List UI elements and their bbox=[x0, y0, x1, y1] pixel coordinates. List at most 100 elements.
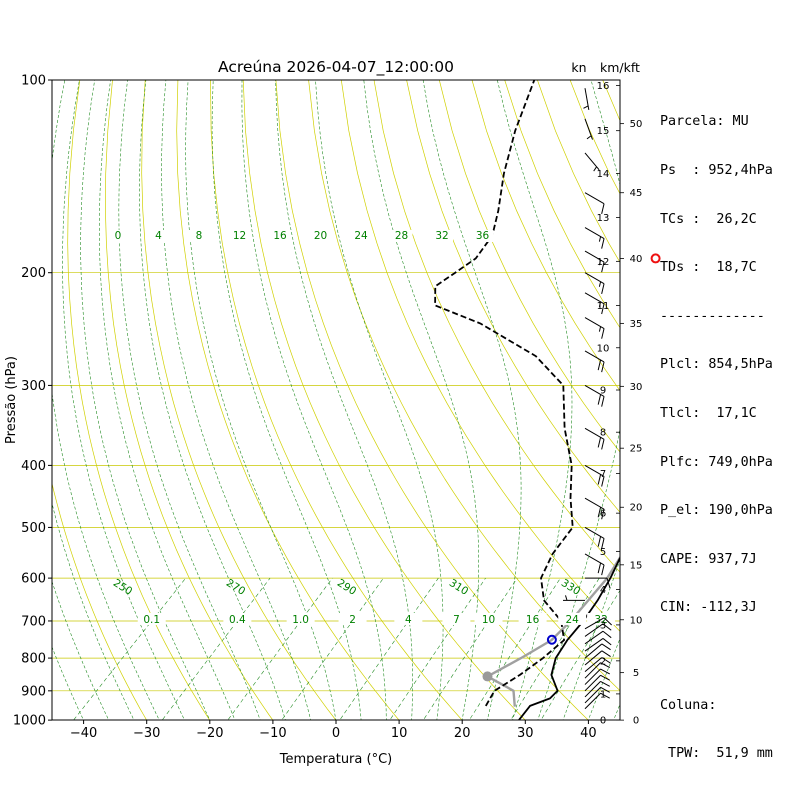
x-tick-label: 40 bbox=[580, 726, 597, 741]
wind-barb bbox=[584, 692, 610, 710]
theta-label: 28 bbox=[395, 230, 408, 242]
theta-label: 8 bbox=[196, 230, 203, 242]
y-tick-label: 800 bbox=[21, 652, 46, 667]
wind-barb-staff bbox=[584, 617, 605, 630]
wind-barb-flag bbox=[600, 680, 610, 687]
moist-adiabat-line bbox=[537, 80, 620, 720]
temperature-trace bbox=[518, 555, 620, 720]
wind-barb bbox=[584, 643, 611, 659]
moist-adiabat-line bbox=[139, 80, 286, 720]
dry-adiabat-line bbox=[438, 80, 620, 453]
wind-barb-flag bbox=[597, 474, 602, 485]
wind-barb-flag bbox=[606, 577, 611, 589]
km-tick-label: 8 bbox=[600, 428, 606, 439]
moist-adiabat-line bbox=[80, 80, 210, 720]
wind-barb-half bbox=[598, 281, 602, 287]
wind-barb-half bbox=[598, 259, 602, 266]
wind-barb-flag bbox=[601, 303, 605, 315]
kft-tick-label: 0 bbox=[633, 716, 639, 727]
wind-barb-flag bbox=[597, 536, 602, 547]
theta-label: 24 bbox=[354, 230, 368, 242]
wind-barb-flag bbox=[601, 538, 605, 549]
moist-adiabat-line bbox=[52, 646, 84, 720]
wind-barb-flag bbox=[601, 261, 605, 273]
info-blank bbox=[660, 649, 773, 665]
mixing-ratio-label: 10 bbox=[482, 614, 495, 626]
theta-label: 32 bbox=[435, 230, 448, 242]
dry-adiabat-label: 330 bbox=[559, 577, 582, 598]
wind-barb-staff bbox=[584, 152, 600, 171]
moist-adiabat-line bbox=[52, 80, 160, 720]
dry-adiabat-label: 310 bbox=[447, 577, 470, 598]
theta-label-bg bbox=[107, 230, 129, 242]
x-tick-label: −40 bbox=[70, 726, 97, 741]
wind-barb bbox=[584, 617, 612, 630]
x-tick-label: 30 bbox=[517, 726, 534, 741]
km-tick-label: 16 bbox=[597, 81, 610, 92]
theta-label-bg bbox=[309, 230, 332, 242]
wind-barb-flag bbox=[601, 650, 611, 657]
wind-barb-flag bbox=[597, 394, 602, 405]
y-tick-label: 500 bbox=[21, 521, 46, 536]
moist-adiabat-line bbox=[211, 80, 362, 720]
kft-tick-label: 15 bbox=[630, 560, 643, 571]
moist-adiabat-line bbox=[52, 580, 109, 720]
mixing-ratio-line bbox=[227, 577, 333, 720]
mixing-ratio-label-bg bbox=[518, 612, 547, 625]
wind-barb-flag bbox=[601, 643, 611, 651]
info-separator: ------------- bbox=[660, 308, 765, 324]
x-axis-label: Temperatura (°C) bbox=[279, 752, 392, 767]
mixing-ratio-line bbox=[389, 577, 486, 720]
wind-barb-staff bbox=[584, 650, 603, 666]
mixing-ratio-line bbox=[161, 577, 271, 720]
wind-barb bbox=[583, 88, 590, 110]
wind-barb-half bbox=[593, 166, 597, 172]
mixing-ratio-label-bg bbox=[558, 612, 587, 625]
dry-adiabat-line bbox=[141, 80, 337, 720]
wind-barb bbox=[563, 595, 585, 601]
wind-barb-flag bbox=[601, 439, 605, 450]
theta-label: 36 bbox=[476, 230, 490, 242]
wind-barb bbox=[584, 674, 610, 692]
y-tick-label: 600 bbox=[21, 572, 46, 587]
x-tick-label: −30 bbox=[133, 726, 160, 741]
theta-label: 4 bbox=[155, 230, 162, 242]
y-axis-label: Pressão (hPa) bbox=[4, 356, 19, 444]
y-tick-label: 400 bbox=[21, 459, 46, 474]
kft-tick-label: 45 bbox=[630, 188, 643, 199]
wind-barb bbox=[584, 657, 611, 673]
wind-barb bbox=[584, 118, 593, 140]
dry-adiabat-line bbox=[52, 482, 147, 720]
mixing-ratio-label: 7 bbox=[453, 614, 460, 626]
kft-tick-label: 40 bbox=[630, 254, 643, 265]
wind-barb-staff bbox=[584, 630, 604, 645]
info-parcela: Parcela: MU bbox=[660, 114, 749, 130]
x-tick-label: 10 bbox=[391, 726, 408, 741]
dewpoint-trace bbox=[434, 80, 574, 707]
theta-label-bg bbox=[350, 230, 372, 242]
km-tick-label: 1 bbox=[600, 689, 606, 700]
wind-barb bbox=[584, 292, 605, 315]
wind-barb-flag bbox=[602, 630, 612, 639]
wind-barb-flag bbox=[601, 396, 605, 407]
wind-barb bbox=[584, 623, 612, 637]
mixing-ratio-line bbox=[73, 577, 186, 720]
dry-adiabat-line bbox=[210, 80, 463, 720]
kn-label: kn bbox=[571, 60, 586, 75]
x-tick-label: −20 bbox=[196, 726, 223, 741]
wind-barb-staff bbox=[584, 272, 605, 285]
y-tick-label: 100 bbox=[21, 74, 46, 89]
el-marker bbox=[650, 253, 661, 264]
wind-barb bbox=[584, 680, 610, 698]
theta-label-bg bbox=[188, 230, 210, 242]
moist-adiabat-line bbox=[363, 80, 480, 720]
kft-tick-label: 50 bbox=[630, 119, 643, 130]
mixing-ratio-line bbox=[423, 577, 518, 720]
wind-barb bbox=[584, 638, 612, 652]
dry-adiabat-label: 250 bbox=[111, 577, 134, 598]
wind-barb bbox=[584, 350, 605, 373]
wind-barb-staff bbox=[584, 687, 601, 704]
moist-adiabat-line bbox=[315, 80, 444, 720]
moist-adiabat-line bbox=[62, 80, 185, 720]
kft-tick-label: 30 bbox=[630, 382, 643, 393]
